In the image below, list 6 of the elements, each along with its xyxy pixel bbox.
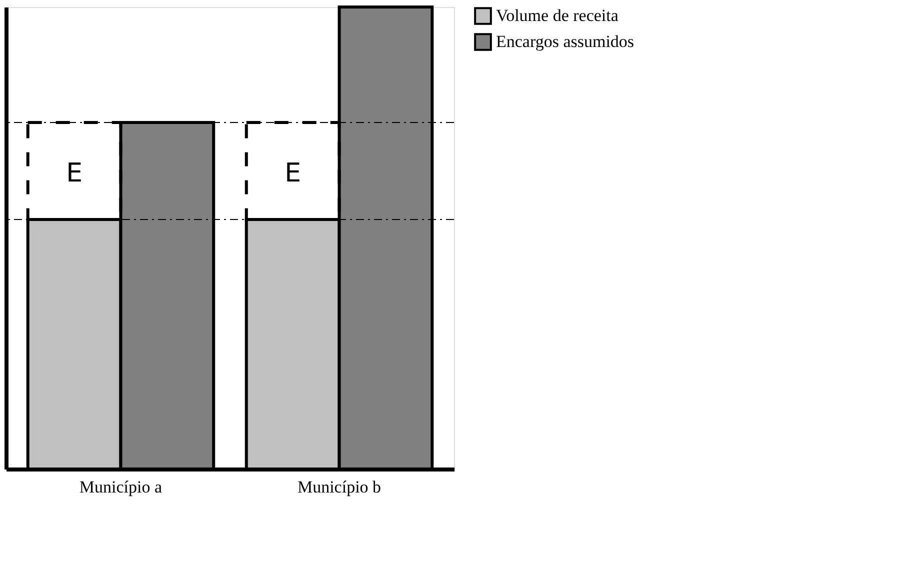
legend-label: Encargos assumidos bbox=[496, 32, 634, 51]
x-tick-label: Município a bbox=[79, 478, 162, 496]
annotation: E bbox=[284, 158, 302, 188]
annotation: E bbox=[66, 158, 83, 188]
x-tick-label: Município b bbox=[297, 478, 382, 496]
legend-label: Volume de receita bbox=[496, 6, 619, 25]
